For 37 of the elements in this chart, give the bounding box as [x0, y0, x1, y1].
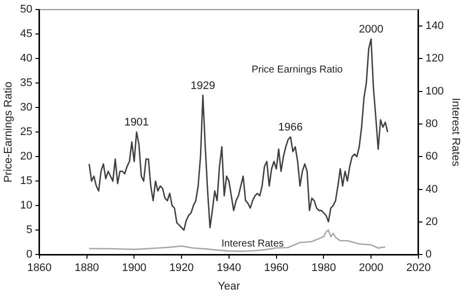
y-axis-title: Price-Earnings Ratio: [2, 82, 15, 183]
text: Price Earnings Ratio: [252, 64, 344, 76]
y-tick-label: 0: [26, 248, 32, 261]
y2-tick-label: 100: [425, 85, 444, 98]
y-tick-label: 20: [20, 150, 32, 163]
y2-tick-label: 60: [425, 150, 438, 163]
annotation: 1901: [124, 116, 149, 129]
y-tick-label: 15: [20, 175, 32, 188]
y2-tick-label: 80: [425, 118, 438, 130]
annotation: 1966: [278, 122, 303, 134]
y-tick-label: 50: [20, 4, 32, 16]
y-tick-label: 30: [20, 102, 32, 114]
series-label: Interest Rates: [221, 238, 284, 250]
x-tick-label: 1900: [122, 262, 146, 274]
y-tick-label: 25: [20, 126, 32, 138]
y-tick-label: 45: [20, 28, 32, 40]
annotation: 1929: [190, 80, 216, 92]
annotation: 2000: [358, 24, 384, 36]
y-tick-label: 5: [26, 224, 32, 236]
y2-tick-label: 140: [425, 20, 444, 32]
x-tick-label: 2020: [406, 262, 431, 274]
x-tick-label: 1860: [27, 262, 52, 274]
x-tick-label: 1920: [169, 262, 194, 274]
y-tick-label: 40: [20, 52, 32, 65]
x-tick-label: 1880: [74, 262, 100, 274]
y-tick-label: 10: [20, 200, 32, 212]
y2-axis-title: Interest Rates: [449, 98, 462, 167]
x-tick-label: 2000: [358, 262, 384, 274]
y2-tick-label: 40: [425, 183, 438, 196]
x-tick-label: 1940: [216, 262, 242, 274]
x-tick-label: 1960: [264, 262, 289, 274]
y2-tick-label: 0: [425, 248, 432, 261]
x-tick-label: 1980: [311, 262, 336, 274]
x-axis-title: Year: [218, 280, 240, 292]
y-tick-label: 35: [20, 77, 32, 90]
y2-tick-label: 20: [425, 216, 438, 228]
y2-tick-label: 120: [425, 52, 444, 65]
